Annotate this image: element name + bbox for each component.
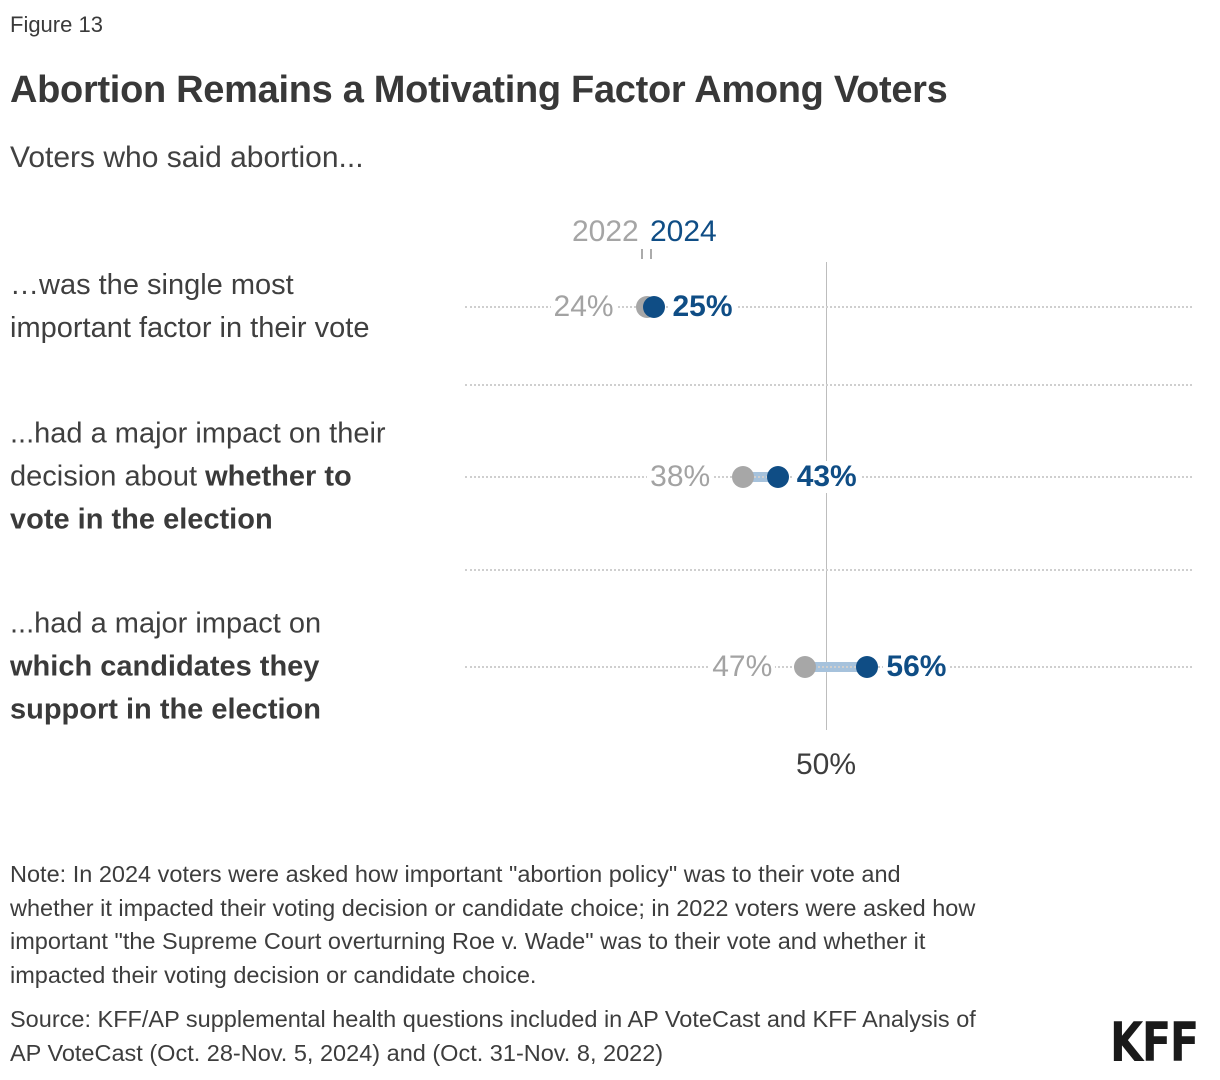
dot-2022 (732, 466, 755, 488)
category-label-line: …was the single most (10, 269, 294, 301)
category-label-line: support in the election (10, 693, 321, 726)
value-label-2024: 43% (793, 461, 860, 493)
legend-label-2024: 2024 (650, 215, 717, 248)
category-label: …was the single most important factor in … (10, 264, 480, 350)
chart-title: Abortion Remains a Motivating Factor Amo… (10, 69, 948, 111)
text-line: Source: KFF/AP supplemental health quest… (10, 1006, 976, 1032)
note-text: Note: In 2024 voters were asked how impo… (10, 858, 975, 992)
chart-subtitle: Voters who said abortion... (10, 141, 364, 174)
value-label-2022: 47% (709, 651, 776, 683)
value-label-2024: 56% (883, 651, 950, 683)
category-label-line: important factor in their vote (10, 312, 370, 344)
category-label-line: ...had a major impact on their (10, 417, 386, 450)
text-line: whether it impacted their voting decisio… (10, 894, 976, 921)
category-label-line: vote in the election (10, 503, 273, 536)
gridline (465, 666, 1192, 668)
axis-tick-label: 50% (795, 748, 857, 781)
category-label: ...had a major impact on their decision a… (10, 413, 480, 542)
legend-tick-icon (650, 249, 652, 259)
figure-label: Figure 13 (10, 12, 103, 37)
category-label: ...had a major impact on which candidates… (10, 603, 480, 732)
kff-logo: KFF (1110, 1011, 1199, 1074)
dot-2024 (766, 466, 789, 488)
dot-2024 (856, 656, 879, 678)
value-label-2022: 38% (647, 461, 714, 493)
legend-label-2022: 2022 (572, 215, 639, 248)
text-line: impacted their voting decision or candid… (10, 961, 537, 988)
text-line: AP VoteCast (Oct. 28-Nov. 5, 2024) and (… (10, 1039, 664, 1066)
reference-line-50pct (826, 262, 827, 730)
category-label-line: ...had a major impact on (10, 607, 322, 640)
category-label-line: decision about whether to (10, 460, 352, 493)
gridline (465, 569, 1192, 571)
dot-2022 (794, 656, 817, 678)
category-label-line: which candidates they (10, 650, 320, 683)
value-label-2024: 25% (669, 291, 736, 323)
dot-2024 (642, 296, 665, 318)
source-text: Source: KFF/AP supplemental health quest… (10, 1003, 976, 1070)
text-line: important "the Supreme Court overturning… (10, 928, 926, 954)
gridline (465, 384, 1192, 386)
text-line: Note: In 2024 voters were asked how impo… (10, 861, 901, 887)
value-label-2022: 24% (550, 291, 617, 323)
legend-tick-icon (641, 249, 643, 259)
gridline (465, 306, 1192, 308)
